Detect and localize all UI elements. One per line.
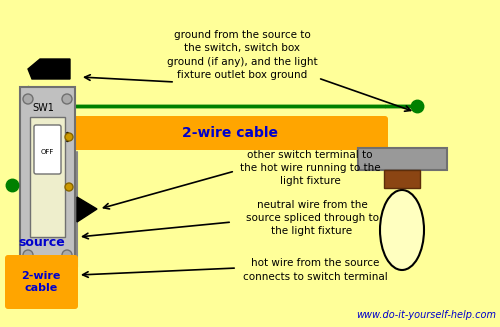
Text: ground from the source to
the switch, switch box
ground (if any), and the light
: ground from the source to the switch, sw… bbox=[166, 30, 318, 80]
Ellipse shape bbox=[380, 190, 424, 270]
Text: other switch terminal to
the hot wire running to the
light fixture: other switch terminal to the hot wire ru… bbox=[240, 150, 380, 186]
Text: 2-wire cable: 2-wire cable bbox=[182, 126, 278, 140]
Circle shape bbox=[65, 133, 73, 141]
Text: source: source bbox=[18, 236, 66, 250]
Circle shape bbox=[62, 250, 72, 260]
Text: hot wire from the source
connects to switch terminal: hot wire from the source connects to swi… bbox=[242, 258, 388, 282]
Circle shape bbox=[62, 94, 72, 104]
Circle shape bbox=[23, 250, 33, 260]
Polygon shape bbox=[28, 59, 70, 79]
Text: SW1: SW1 bbox=[32, 103, 54, 113]
FancyBboxPatch shape bbox=[20, 87, 75, 267]
FancyBboxPatch shape bbox=[30, 117, 65, 237]
Circle shape bbox=[23, 94, 33, 104]
Text: 2-wire
cable: 2-wire cable bbox=[22, 271, 60, 293]
Text: neutral wire from the
source spliced through to
the light fixture: neutral wire from the source spliced thr… bbox=[246, 200, 378, 236]
FancyBboxPatch shape bbox=[34, 125, 61, 174]
Text: OFF: OFF bbox=[41, 149, 54, 155]
Polygon shape bbox=[77, 197, 97, 222]
FancyBboxPatch shape bbox=[384, 170, 420, 188]
FancyBboxPatch shape bbox=[358, 148, 447, 170]
Circle shape bbox=[65, 183, 73, 191]
FancyBboxPatch shape bbox=[72, 116, 388, 150]
FancyBboxPatch shape bbox=[5, 255, 78, 309]
Text: www.do-it-yourself-help.com: www.do-it-yourself-help.com bbox=[356, 310, 496, 320]
